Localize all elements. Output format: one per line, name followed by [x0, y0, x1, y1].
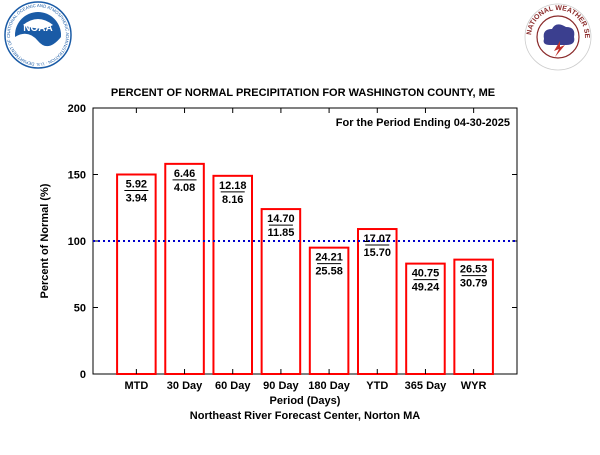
chart-subtitle: For the Period Ending 04-30-2025	[336, 117, 510, 129]
bar	[405, 262, 446, 375]
bar-observed-label: 14.70	[267, 213, 295, 225]
x-tick-label: 90 Day	[263, 380, 299, 392]
bar-normal-label: 4.08	[174, 182, 195, 194]
y-tick-label: 0	[80, 369, 86, 381]
bar-normal-label: 15.70	[364, 247, 392, 259]
noaa-logo: NOAA NATIONAL OCEANIC AND ATMOSPHERIC AD…	[4, 1, 72, 69]
x-tick-label: 30 Day	[167, 380, 203, 392]
chart-title: PERCENT OF NORMAL PRECIPITATION FOR WASH…	[111, 87, 495, 99]
x-tick-label: 365 Day	[405, 380, 447, 392]
x-axis: MTD 30 Day 60 Day 90 Day 180 Day YTD 365 Day WY…	[124, 108, 487, 392]
nws-logo: NATIONAL WEATHER SERVICE	[524, 3, 592, 71]
x-tick-label: YTD	[366, 380, 388, 392]
y-tick-label: 100	[68, 236, 86, 248]
bar	[164, 162, 205, 375]
x-axis-label: Period (Days)	[270, 395, 341, 407]
chart-footer: Northeast River Forecast Center, Norton …	[190, 410, 420, 422]
bar-normal-label: 8.16	[222, 194, 243, 206]
y-axis-label: Percent of Normal (%)	[39, 183, 51, 298]
noaa-logo-text: NOAA	[23, 23, 52, 34]
x-tick-label: 180 Day	[308, 380, 350, 392]
x-tick-label: WYR	[461, 380, 487, 392]
y-tick-label: 200	[68, 103, 86, 115]
y-tick-label: 50	[74, 303, 86, 315]
y-tick-label: 150	[68, 170, 86, 182]
bar-observed-label: 6.46	[174, 168, 195, 180]
bar-observed-label: 40.75	[412, 268, 440, 280]
bar-observed-label: 5.92	[126, 179, 147, 191]
bar-label-group: 5.92 3.94 6.46 4.08 12.18 8.16 14.70 11.85 24.21…	[124, 168, 487, 294]
bar-normal-label: 49.24	[412, 282, 440, 294]
bar-observed-label: 24.21	[315, 252, 343, 264]
bar-observed-label: 12.18	[219, 180, 247, 192]
x-tick-label: 60 Day	[215, 380, 251, 392]
bar-normal-label: 25.58	[315, 266, 343, 278]
bar-normal-label: 30.79	[460, 278, 488, 290]
y-axis: 0 50 100 150 200	[68, 103, 517, 381]
x-tick-label: MTD	[124, 380, 148, 392]
bar-normal-label: 11.85	[267, 227, 294, 239]
bar-observed-label: 26.53	[460, 264, 488, 276]
bar-observed-label: 17.07	[364, 233, 392, 245]
bar-normal-label: 3.94	[126, 193, 148, 205]
